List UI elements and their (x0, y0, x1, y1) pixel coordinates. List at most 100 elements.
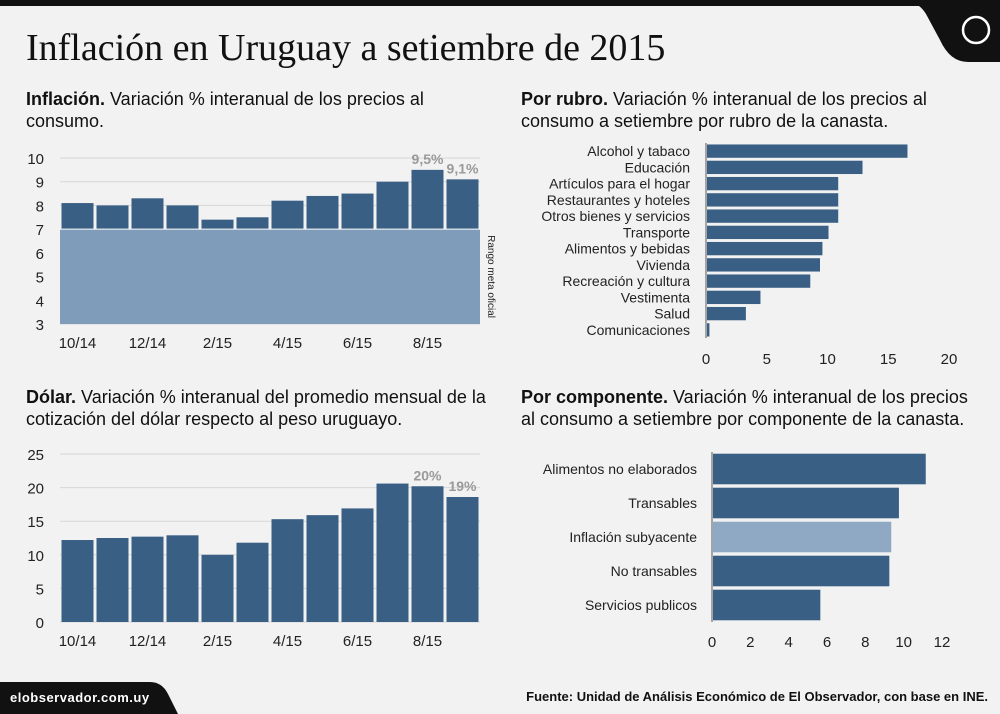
componente-x-tick-label: 8 (861, 634, 869, 651)
dolar-bar (446, 497, 479, 622)
rubro-category-label: Salud (654, 306, 690, 322)
componente-x-tick-label: 4 (784, 634, 792, 651)
footer-badge (0, 682, 178, 714)
footer-source: Fuente: Unidad de Análisis Económico de … (526, 689, 988, 704)
rubro-bar (707, 176, 839, 191)
inflacion-y-tick-label: 5 (36, 270, 44, 287)
componente-bar (713, 589, 821, 621)
dolar-y-tick-label: 10 (27, 548, 44, 565)
rubro-x-tick-label: 5 (763, 351, 771, 368)
componente-category-label: No transables (611, 563, 697, 579)
dolar-bar (96, 538, 129, 622)
footer: elobservador.com.uy Fuente: Unidad de An… (0, 682, 1000, 714)
rubro-x-tick-label: 0 (702, 351, 710, 368)
rubro-category-label: Recreación y cultura (562, 273, 690, 289)
componente-category-label: Alimentos no elaborados (543, 461, 697, 477)
rubro-category-label: Comunicaciones (587, 322, 691, 338)
componente-bar (713, 521, 892, 553)
dolar-bar (131, 536, 164, 622)
dolar-data-label: 19% (448, 478, 477, 494)
rubro-x-tick-label: 20 (941, 351, 958, 368)
rubro-bar (707, 160, 863, 175)
footer-site[interactable]: elobservador.com.uy (10, 690, 150, 705)
componente-x-tick-label: 10 (895, 634, 912, 651)
inflacion-subtitle: Inflación. Variación % interanual de los… (26, 89, 424, 131)
top-bar (0, 0, 1000, 6)
dolar-bar (236, 542, 269, 622)
componente-subtitle: Por componente. Variación % interanual d… (521, 387, 968, 429)
rubro-bar (707, 193, 839, 207)
dolar-bar (306, 515, 339, 622)
dolar-bar (61, 540, 94, 622)
dolar-y-tick-label: 15 (27, 514, 44, 531)
inflacion-y-tick-label: 9 (36, 175, 44, 192)
dolar-x-tick-label: 2/15 (203, 633, 232, 650)
dolar-chart: 0 5 10 15 20 25 10/14 12/14 2/15 4/15 6/15 20% 8/15 1… (27, 447, 480, 650)
inflacion-y-tick-label: 7 (36, 222, 44, 239)
componente-category-label: Transables (628, 495, 697, 511)
inflacion-chart: 3 4 5 6 7 8 9 10 10/14 12/14 2/15 4/15 6/15 9,5% 8/15 9… (27, 151, 496, 352)
rubro-bar (707, 258, 820, 272)
inflacion-x-tick-label: 4/15 (273, 335, 302, 352)
dolar-bar (341, 508, 374, 622)
dolar-x-tick-label: 6/15 (343, 633, 372, 650)
componente-x-tick-label: 2 (746, 634, 754, 651)
rubro-category-label: Restaurantes y hoteles (547, 192, 690, 208)
rubro-bar (707, 274, 811, 288)
rubro-category-label: Educación (625, 159, 690, 175)
page-title: Inflación en Uruguay a setiembre de 2015 (26, 27, 666, 69)
rubro-category-label: Transporte (623, 224, 690, 240)
componente-chart: Alimentos no elaborados Transables Inflaci… (543, 452, 951, 651)
componente-x-tick-label: 0 (708, 634, 716, 651)
rubro-category-label: Artículos para el hogar (549, 176, 690, 192)
componente-category-label: Servicios publicos (585, 597, 697, 613)
dolar-x-tick-label: 10/14 (59, 633, 97, 650)
inflacion-x-tick-label: 12/14 (129, 335, 167, 352)
rubro-category-label: Vestimenta (621, 289, 690, 305)
inflacion-data-label: 9,5% (412, 151, 444, 167)
logo-corner-shape (910, 0, 1000, 62)
rubro-category-label: Otros bienes y servicios (541, 208, 690, 224)
rubro-category-label: Alcohol y tabaco (587, 143, 690, 159)
inflacion-y-tick-label: 10 (27, 151, 44, 168)
componente-x-tick-label: 6 (823, 634, 831, 651)
inflacion-band-label: Rango meta oficial (485, 235, 496, 318)
rubro-bar (707, 225, 829, 240)
inflacion-x-tick-label: 6/15 (343, 335, 372, 352)
inflacion-x-tick-label: 10/14 (59, 335, 97, 352)
dolar-y-tick-label: 20 (27, 481, 44, 498)
dolar-data-label: 20% (413, 467, 442, 483)
componente-bar (713, 487, 899, 519)
inflacion-y-tick-label: 6 (36, 246, 44, 263)
inflacion-y-tick-label: 3 (36, 317, 44, 334)
inflacion-band (60, 229, 480, 324)
componente-x-tick-label: 12 (934, 634, 951, 651)
dolar-bar (166, 535, 199, 622)
rubro-bar (707, 144, 908, 158)
dolar-y-tick-label: 25 (27, 447, 44, 464)
rubro-bar (707, 290, 761, 305)
dolar-y-tick-label: 0 (36, 615, 44, 632)
dolar-y-tick-label: 5 (36, 581, 44, 598)
logo-circle-icon (961, 15, 991, 45)
inflacion-x-tick-label: 2/15 (203, 335, 232, 352)
dolar-x-tick-label: 8/15 (413, 633, 442, 650)
rubro-category-label: Vivienda (637, 257, 691, 273)
componente-category-label: Inflación subyacente (569, 529, 697, 545)
rubro-bar (707, 241, 823, 256)
componente-bar (713, 453, 926, 485)
rubro-bar (707, 323, 710, 337)
rubro-subtitle: Por rubro. Variación % interanual de los… (521, 89, 927, 131)
inflacion-y-tick-label: 4 (36, 293, 44, 310)
rubro-x-tick-label: 10 (819, 351, 836, 368)
componente-bar (713, 555, 890, 587)
inflacion-y-tick-label: 8 (36, 198, 44, 215)
rubro-bar (707, 209, 839, 223)
rubro-x-tick-label: 15 (880, 351, 897, 368)
dolar-subtitle: Dólar. Variación % interanual del promed… (26, 387, 486, 429)
inflacion-x-tick-label: 8/15 (413, 335, 442, 352)
rubro-bar (707, 306, 746, 321)
dolar-x-tick-label: 4/15 (273, 633, 302, 650)
dolar-bar (201, 554, 234, 622)
